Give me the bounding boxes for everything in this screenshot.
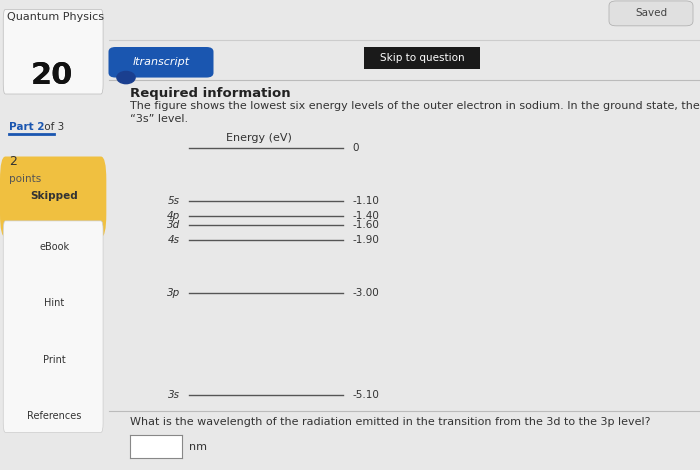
- Text: 3s: 3s: [168, 390, 180, 400]
- Text: 1: 1: [122, 72, 130, 83]
- Text: Part 2: Part 2: [8, 122, 44, 132]
- Text: nm: nm: [189, 441, 207, 452]
- Text: 20: 20: [30, 61, 73, 90]
- FancyBboxPatch shape: [4, 9, 103, 94]
- Text: Saved: Saved: [635, 8, 667, 18]
- Text: -1.10: -1.10: [352, 196, 379, 206]
- Text: points: points: [8, 174, 41, 184]
- Text: ltranscript: ltranscript: [132, 57, 190, 67]
- Text: Quantum Physics: Quantum Physics: [7, 12, 104, 22]
- Text: 4p: 4p: [167, 211, 180, 221]
- Text: 3d: 3d: [167, 220, 180, 230]
- Text: The figure shows the lowest six energy levels of the outer electron in sodium. I: The figure shows the lowest six energy l…: [130, 101, 700, 111]
- FancyBboxPatch shape: [4, 221, 103, 432]
- Text: Skipped: Skipped: [30, 191, 78, 202]
- Text: of 3: of 3: [41, 122, 64, 132]
- Text: -3.00: -3.00: [352, 288, 379, 298]
- Text: 3p: 3p: [167, 288, 180, 298]
- Text: 0: 0: [352, 143, 358, 153]
- Text: 4s: 4s: [168, 235, 180, 245]
- Text: eBook: eBook: [39, 242, 69, 252]
- Text: -1.60: -1.60: [352, 220, 379, 230]
- Text: -1.90: -1.90: [352, 235, 379, 245]
- Text: Skip to question: Skip to question: [380, 53, 464, 63]
- Text: Energy (eV): Energy (eV): [226, 133, 292, 142]
- Text: What is the wavelength of the radiation emitted in the transition from the 3d to: What is the wavelength of the radiation …: [130, 417, 650, 427]
- Text: -5.10: -5.10: [352, 390, 379, 400]
- Text: 5s: 5s: [168, 196, 180, 206]
- Text: Required information: Required information: [130, 87, 290, 100]
- Text: -1.40: -1.40: [352, 211, 379, 221]
- Text: 2: 2: [8, 155, 17, 168]
- Text: Print: Print: [43, 354, 66, 365]
- Text: References: References: [27, 411, 81, 421]
- Text: “3s” level.: “3s” level.: [130, 114, 188, 124]
- FancyBboxPatch shape: [0, 157, 106, 237]
- Text: Hint: Hint: [44, 298, 64, 308]
- Text: 20: 20: [30, 61, 73, 90]
